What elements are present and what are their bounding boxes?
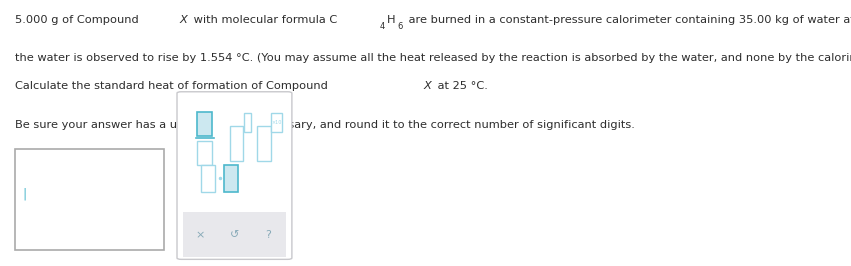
Text: 6: 6	[397, 22, 403, 31]
Text: the water is observed to rise by 1.554 °C. (You may assume all the heat released: the water is observed to rise by 1.554 °…	[15, 53, 851, 63]
FancyBboxPatch shape	[271, 113, 282, 132]
Text: are burned in a constant-pressure calorimeter containing 35.00 kg of water at 25: are burned in a constant-pressure calori…	[404, 15, 851, 25]
Text: X: X	[180, 15, 187, 25]
Text: 5.000 g of Compound: 5.000 g of Compound	[15, 15, 143, 25]
Text: ×: ×	[196, 230, 205, 240]
FancyBboxPatch shape	[197, 112, 212, 136]
Text: 4: 4	[380, 22, 385, 31]
FancyBboxPatch shape	[201, 165, 214, 192]
Text: with molecular formula C: with molecular formula C	[190, 15, 337, 25]
FancyBboxPatch shape	[244, 113, 251, 132]
Text: X: X	[424, 81, 431, 91]
Text: H: H	[386, 15, 395, 25]
FancyBboxPatch shape	[225, 165, 238, 192]
FancyBboxPatch shape	[230, 126, 243, 161]
Bar	[183, 212, 286, 257]
Text: ↺: ↺	[230, 230, 239, 240]
Text: Be sure your answer has a unit symbol, if necessary, and round it to the correct: Be sure your answer has a unit symbol, i…	[15, 120, 635, 130]
FancyBboxPatch shape	[257, 126, 271, 161]
FancyBboxPatch shape	[197, 141, 212, 165]
Text: at 25 °C.: at 25 °C.	[434, 81, 488, 91]
Text: Calculate the standard heat of formation of Compound: Calculate the standard heat of formation…	[15, 81, 332, 91]
Text: |: |	[22, 188, 26, 201]
Text: ?: ?	[266, 230, 271, 240]
FancyBboxPatch shape	[177, 92, 292, 259]
FancyBboxPatch shape	[15, 149, 164, 250]
Text: ×10: ×10	[271, 120, 282, 125]
